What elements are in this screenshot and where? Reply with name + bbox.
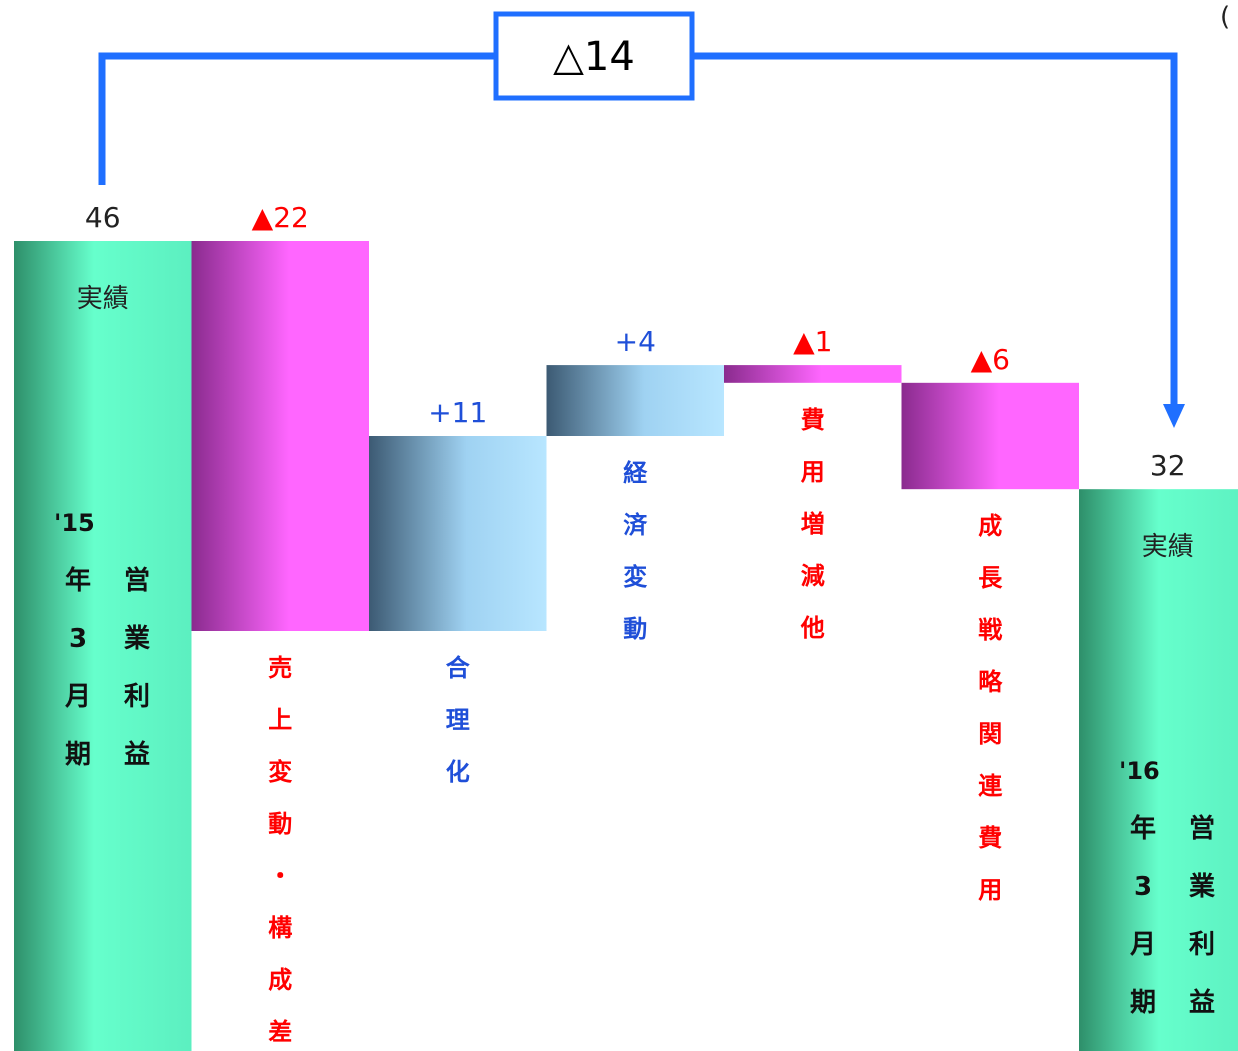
category-label-char: 構 (268, 914, 292, 942)
value-label-3: +4 (615, 325, 656, 358)
category-label-char: 経 (623, 459, 648, 487)
total-col2-char: 営 (1189, 814, 1215, 844)
total-col1-char: 月 (1129, 930, 1156, 960)
bars-group (14, 241, 1238, 1051)
bar-4 (724, 365, 902, 383)
total-col2-char: 益 (1189, 988, 1215, 1018)
category-label-char: 他 (800, 614, 825, 642)
total-col1-char: 3 (1134, 872, 1152, 902)
category-label-char: 動 (268, 810, 292, 838)
value-label-2: +11 (428, 396, 487, 429)
category-label-char: 費 (801, 406, 825, 434)
category-label-char: 費 (978, 824, 1002, 852)
category-label-char: 合 (446, 654, 471, 682)
total-col1-char: 期 (65, 740, 91, 770)
bar-6 (1079, 489, 1238, 1051)
total-col2-char: 営 (124, 566, 150, 596)
bracket-arrowhead (1163, 404, 1185, 428)
value-label-5: ▲6 (971, 343, 1010, 376)
total-sublabel-0: 実績 (77, 284, 129, 314)
bar-2 (369, 436, 547, 631)
bar-1 (191, 241, 369, 631)
category-label-char: ・ (268, 862, 292, 890)
category-label-char: 増 (801, 510, 825, 538)
category-label-char: 減 (801, 562, 825, 590)
category-label-char: 成 (268, 966, 292, 994)
total-col2-char: 益 (124, 740, 150, 770)
category-label-char: 用 (801, 458, 825, 486)
total-col2-char: 業 (124, 624, 150, 654)
total-year-0: '15 (54, 509, 95, 537)
total-col2-char: 利 (1189, 930, 1215, 960)
value-label-1: ▲22 (252, 201, 309, 234)
bar-0 (14, 241, 192, 1051)
total-col2-char: 業 (1189, 872, 1215, 902)
bracket-label-box (493, 11, 695, 101)
bar-3 (546, 365, 724, 436)
category-label-char: 関 (978, 720, 1002, 748)
total-col1-char: 月 (64, 682, 91, 712)
category-label-char: 済 (623, 511, 648, 539)
value-label-0: 46 (85, 201, 121, 234)
category-label-char: 理 (446, 706, 470, 734)
difference-bracket: △14 (98, 11, 1185, 428)
category-label-char: 用 (978, 876, 1002, 904)
value-labels-group: 46 ▲22+11+4 ▲1▲632実績'15年3月期営業利益実績'16年3月期営業… (54, 201, 1215, 1046)
value-label-4: ▲1 (793, 325, 832, 358)
category-label-char: 上 (268, 706, 292, 734)
category-label-char: 変 (268, 758, 292, 786)
bracket-label: △14 (553, 34, 635, 80)
category-label-char: 化 (446, 758, 470, 786)
category-label-char: 売 (268, 654, 292, 682)
bar-5 (901, 382, 1079, 490)
total-col2-char: 利 (124, 682, 150, 712)
category-label-char: 長 (978, 564, 1003, 592)
unit-corner-text: ( (1220, 2, 1230, 32)
category-label-char: 差 (268, 1018, 292, 1046)
category-label-char: 連 (978, 772, 1003, 800)
category-label-char: 動 (623, 615, 647, 643)
total-col1-char: 期 (1130, 988, 1156, 1018)
category-label-char: 成 (978, 512, 1002, 540)
total-sublabel-1: 実績 (1142, 532, 1194, 562)
total-col1-char: 年 (1130, 813, 1156, 844)
value-label-6: 32 (1150, 449, 1186, 482)
total-year-1: '16 (1119, 757, 1160, 785)
category-label-char: 戦 (978, 616, 1002, 644)
total-col1-char: 3 (69, 624, 87, 654)
category-label-char: 変 (623, 563, 647, 591)
total-col1-char: 年 (65, 565, 91, 596)
category-label-char: 略 (978, 668, 1003, 696)
